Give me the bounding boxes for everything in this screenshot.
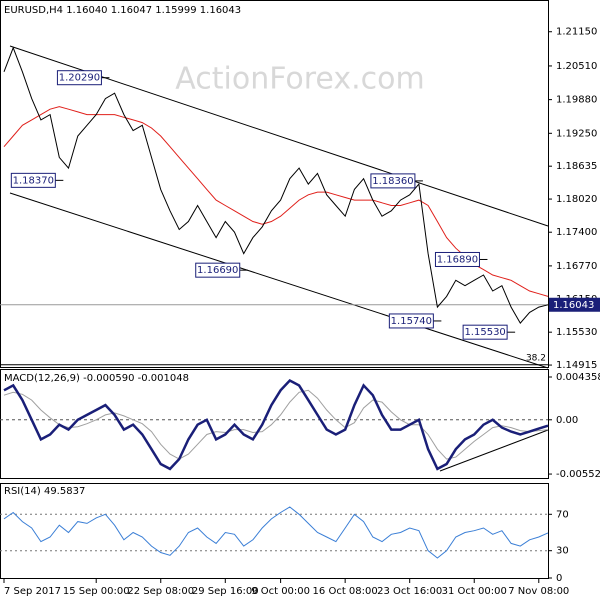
- x-tick-label: 16 Oct 08:00: [313, 586, 378, 597]
- channel-lower: [9, 192, 549, 369]
- series-line: [3, 106, 549, 297]
- level-label: 1.15740: [391, 316, 432, 327]
- x-tick-label: 29 Sep 16:00: [192, 586, 259, 597]
- x-tick-label: 22 Sep 08:00: [127, 586, 194, 597]
- y-tick-label: 1.18020: [556, 194, 597, 205]
- y-tick-label: 1.20510: [556, 61, 597, 72]
- series-line: [3, 46, 549, 324]
- level-label: 1.18370: [13, 175, 54, 186]
- y-tick-label: 30: [556, 546, 569, 557]
- y-tick-label: 0: [556, 573, 562, 584]
- y-tick-label: 1.18635: [556, 161, 597, 172]
- y-tick-label: 70: [556, 509, 569, 520]
- macd-panel: [0, 369, 549, 479]
- y-tick-label: 0.00: [556, 415, 578, 426]
- panel-title: EURUSD,H4 1.16040 1.16047 1.15999 1.1604…: [4, 5, 241, 16]
- level-label: 1.18360: [372, 176, 413, 187]
- x-tick-label: 9 Oct 00:00: [251, 586, 310, 597]
- y-tick-label: -0.005528: [556, 469, 600, 480]
- last-price-box: [549, 297, 600, 312]
- panel-title: RSI(14) 49.5837: [4, 486, 85, 497]
- y-tick-label: 1.19880: [556, 95, 597, 106]
- level-box: [195, 262, 241, 278]
- y-tick-label: 1.21150: [556, 27, 597, 38]
- series-line: [3, 389, 549, 460]
- level-box: [56, 70, 102, 86]
- y-tick-label: 1.17400: [556, 227, 597, 238]
- y-tick-label: 0.004358: [556, 372, 600, 383]
- level-box: [388, 313, 434, 329]
- level-label: 1.20290: [59, 73, 100, 84]
- level-box: [370, 173, 416, 189]
- x-tick-label: 7 Nov 08:00: [508, 586, 569, 597]
- rsi-panel: [0, 483, 549, 579]
- x-tick-label: 31 Oct 00:00: [442, 586, 507, 597]
- x-tick-label: 15 Sep 00:00: [63, 586, 130, 597]
- level-label: 1.15530: [464, 327, 505, 338]
- y-tick-label: 1.16770: [556, 261, 597, 272]
- last-price-label: 1.16043: [553, 300, 594, 311]
- panel-title: MACD(12,26,9) -0.000590 -0.001048: [4, 373, 189, 384]
- level-label: 1.16690: [197, 265, 238, 276]
- macd-trendline: [439, 429, 549, 472]
- watermark: ActionForex.com: [175, 62, 424, 97]
- series-line: [3, 378, 549, 471]
- x-tick-label: 7 Sep 2017: [4, 586, 61, 597]
- y-tick-label: 1.19250: [556, 128, 597, 139]
- fib-label: 38.2: [526, 353, 546, 363]
- level-label: 1.16890: [437, 254, 478, 265]
- y-tick-label: 1.14915: [556, 360, 597, 371]
- series-line: [3, 506, 549, 559]
- y-tick-label: 1.15530: [556, 327, 597, 338]
- level-box: [462, 324, 508, 340]
- price-panel: [0, 0, 549, 368]
- level-box: [434, 251, 480, 267]
- level-box: [10, 172, 56, 188]
- x-tick-label: 23 Oct 16:00: [377, 586, 442, 597]
